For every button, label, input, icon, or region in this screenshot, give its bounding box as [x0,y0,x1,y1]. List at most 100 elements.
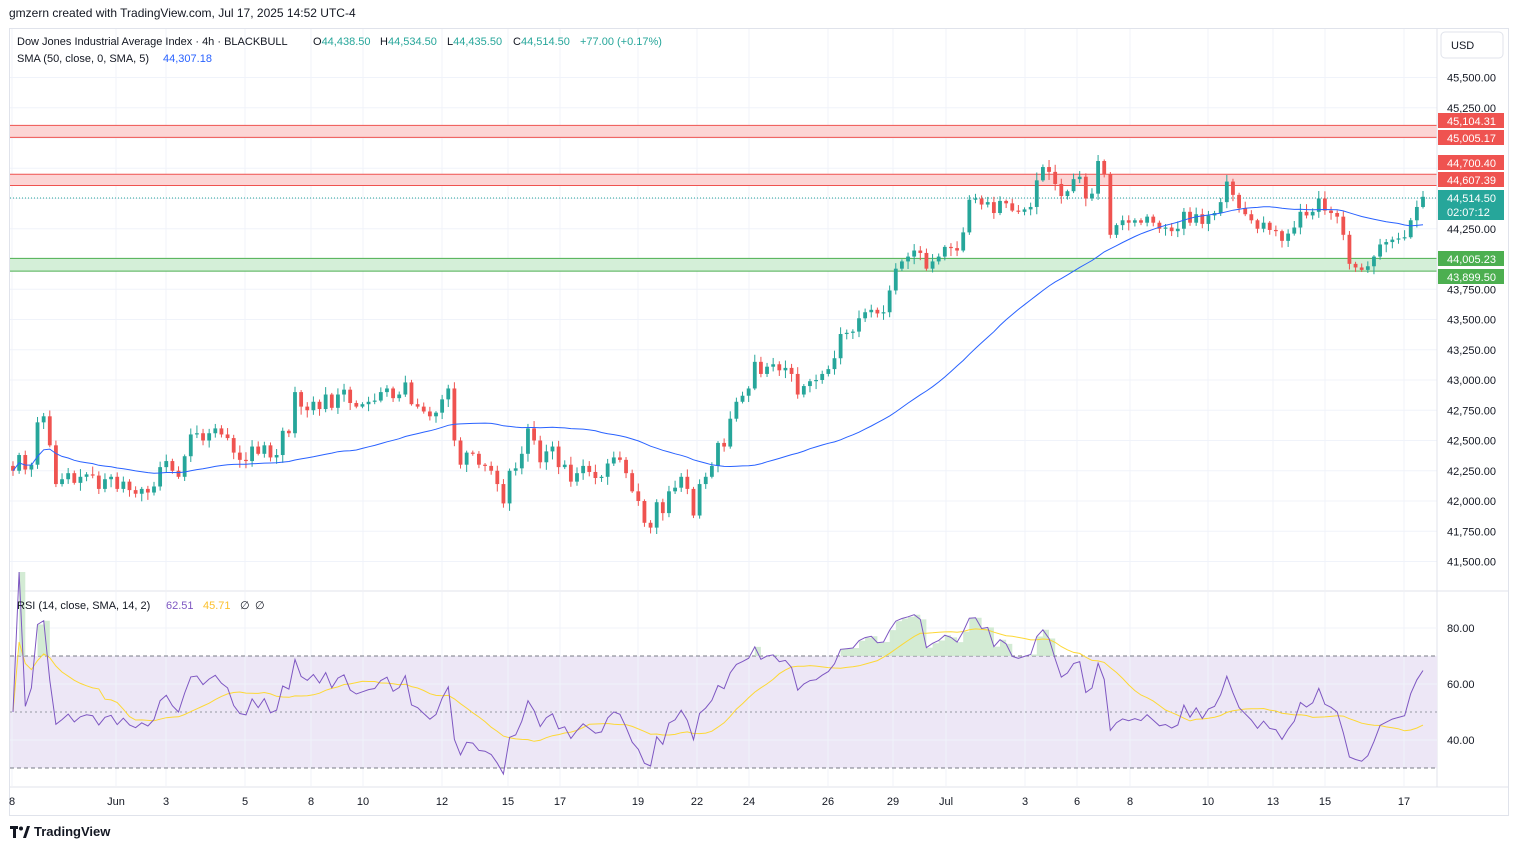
candle [54,440,58,488]
legend-symbol-row: Dow Jones Industrial Average Index · 4h … [17,36,662,48]
candle [691,486,696,519]
zone2-bottom-label: 44,607.39 [1447,175,1496,187]
zone-resistance-0[interactable] [10,125,1437,138]
candle [568,456,573,487]
legend-close: 44,514.50 [521,36,570,48]
legend-rsi-extra2: ∅ [255,600,265,612]
candle [1372,255,1376,275]
legend-sma-row[interactable]: SMA (50, close, 0, SMA, 5) 44,307.18 [17,53,212,65]
candle [11,461,15,476]
time-tick-label: 15 [1319,796,1331,808]
candle [1077,171,1082,184]
candle [759,356,763,378]
candle [293,386,297,438]
candle [716,441,720,473]
candle [924,248,929,271]
candle [434,411,438,423]
candle [1396,232,1401,244]
candle [1132,218,1137,227]
zone3-top-label: 44,005.23 [1447,254,1496,266]
price-tick-label: 41,750.00 [1447,526,1496,538]
legend-change: +77.00 (+0.17%) [580,36,662,48]
legend-rsi-value: 62.51 [166,600,194,612]
candle [630,469,635,493]
candle [219,425,224,438]
currency-button-bg[interactable] [1440,31,1504,59]
legend-rsi-extra1: ∅ [240,600,250,612]
candle [838,327,843,365]
candle [483,463,487,472]
candle [1071,173,1076,194]
candle [697,479,702,519]
zone1-bottom-label: 45,005.17 [1447,133,1496,145]
candle [213,423,218,438]
time-tick-label: 17 [554,796,566,808]
candle [311,396,316,415]
svg-text:RSI (14, close, SMA, 14, 2): RSI (14, close, SMA, 14, 2) [17,600,150,612]
time-tick-label: 6 [1074,796,1080,808]
candle [1004,199,1009,209]
candle [470,450,475,456]
time-tick-label: 17 [1398,796,1410,808]
candle [783,360,788,379]
chart-frame[interactable] [9,28,1509,816]
candle [685,469,690,495]
candle [317,399,322,416]
legend-symbol: Dow Jones Industrial Average Index · 4h … [17,36,288,48]
candle [912,244,917,265]
tradingview-logo[interactable]: TradingView [10,824,110,839]
candle [857,310,861,338]
zone-resistance-1[interactable] [10,174,1437,186]
candle [936,253,941,265]
currency-button[interactable]: USD [1451,40,1474,52]
rsi-axis-labels: 80.00 60.00 40.00 [1447,623,1475,747]
candle [550,441,555,460]
candle [949,243,953,257]
candle [893,263,898,295]
candle [158,461,163,491]
candle [955,241,959,257]
candle [1212,210,1217,221]
candle [244,452,248,469]
candle [1114,223,1119,238]
candle [1231,178,1235,202]
candle [832,350,837,375]
candle [164,454,169,473]
candle [562,460,567,470]
candle [458,437,463,469]
time-tick-label: 13 [1267,796,1279,808]
candle [1047,159,1051,180]
time-tick-label: 8 [308,796,314,808]
candle [1267,221,1272,235]
time-tick-label: 15 [502,796,514,808]
candle [961,227,966,253]
candle [648,520,653,534]
legend-rsi-row[interactable]: RSI (14, close, SMA, 14, 2) 62.51 45.71 … [17,600,265,612]
candle [360,402,365,409]
zone-support-2[interactable] [10,258,1437,272]
candle [1139,218,1143,226]
candle [139,486,144,502]
legend-high: 44,534.50 [388,36,437,48]
candle [826,365,831,377]
candle [734,397,739,422]
candle [991,196,996,219]
svg-text:L44,435.50: L44,435.50 [447,36,502,48]
candle [1169,223,1174,237]
candle [532,421,536,445]
candle [421,402,426,414]
rsi-band-fill [10,656,1437,768]
candle [1206,210,1211,232]
candle [863,308,868,322]
time-tick-label: 12 [436,796,448,808]
time-tick-label: 3 [163,796,169,808]
price-tick-label: 41,500.00 [1447,557,1496,569]
rsi-ma-line [12,628,1424,742]
svg-text:O44,438.50: O44,438.50 [313,36,371,48]
candle [1384,239,1389,253]
candle [918,246,923,261]
candle [667,485,671,518]
candle [1292,220,1297,236]
candlestick-series [11,155,1425,534]
